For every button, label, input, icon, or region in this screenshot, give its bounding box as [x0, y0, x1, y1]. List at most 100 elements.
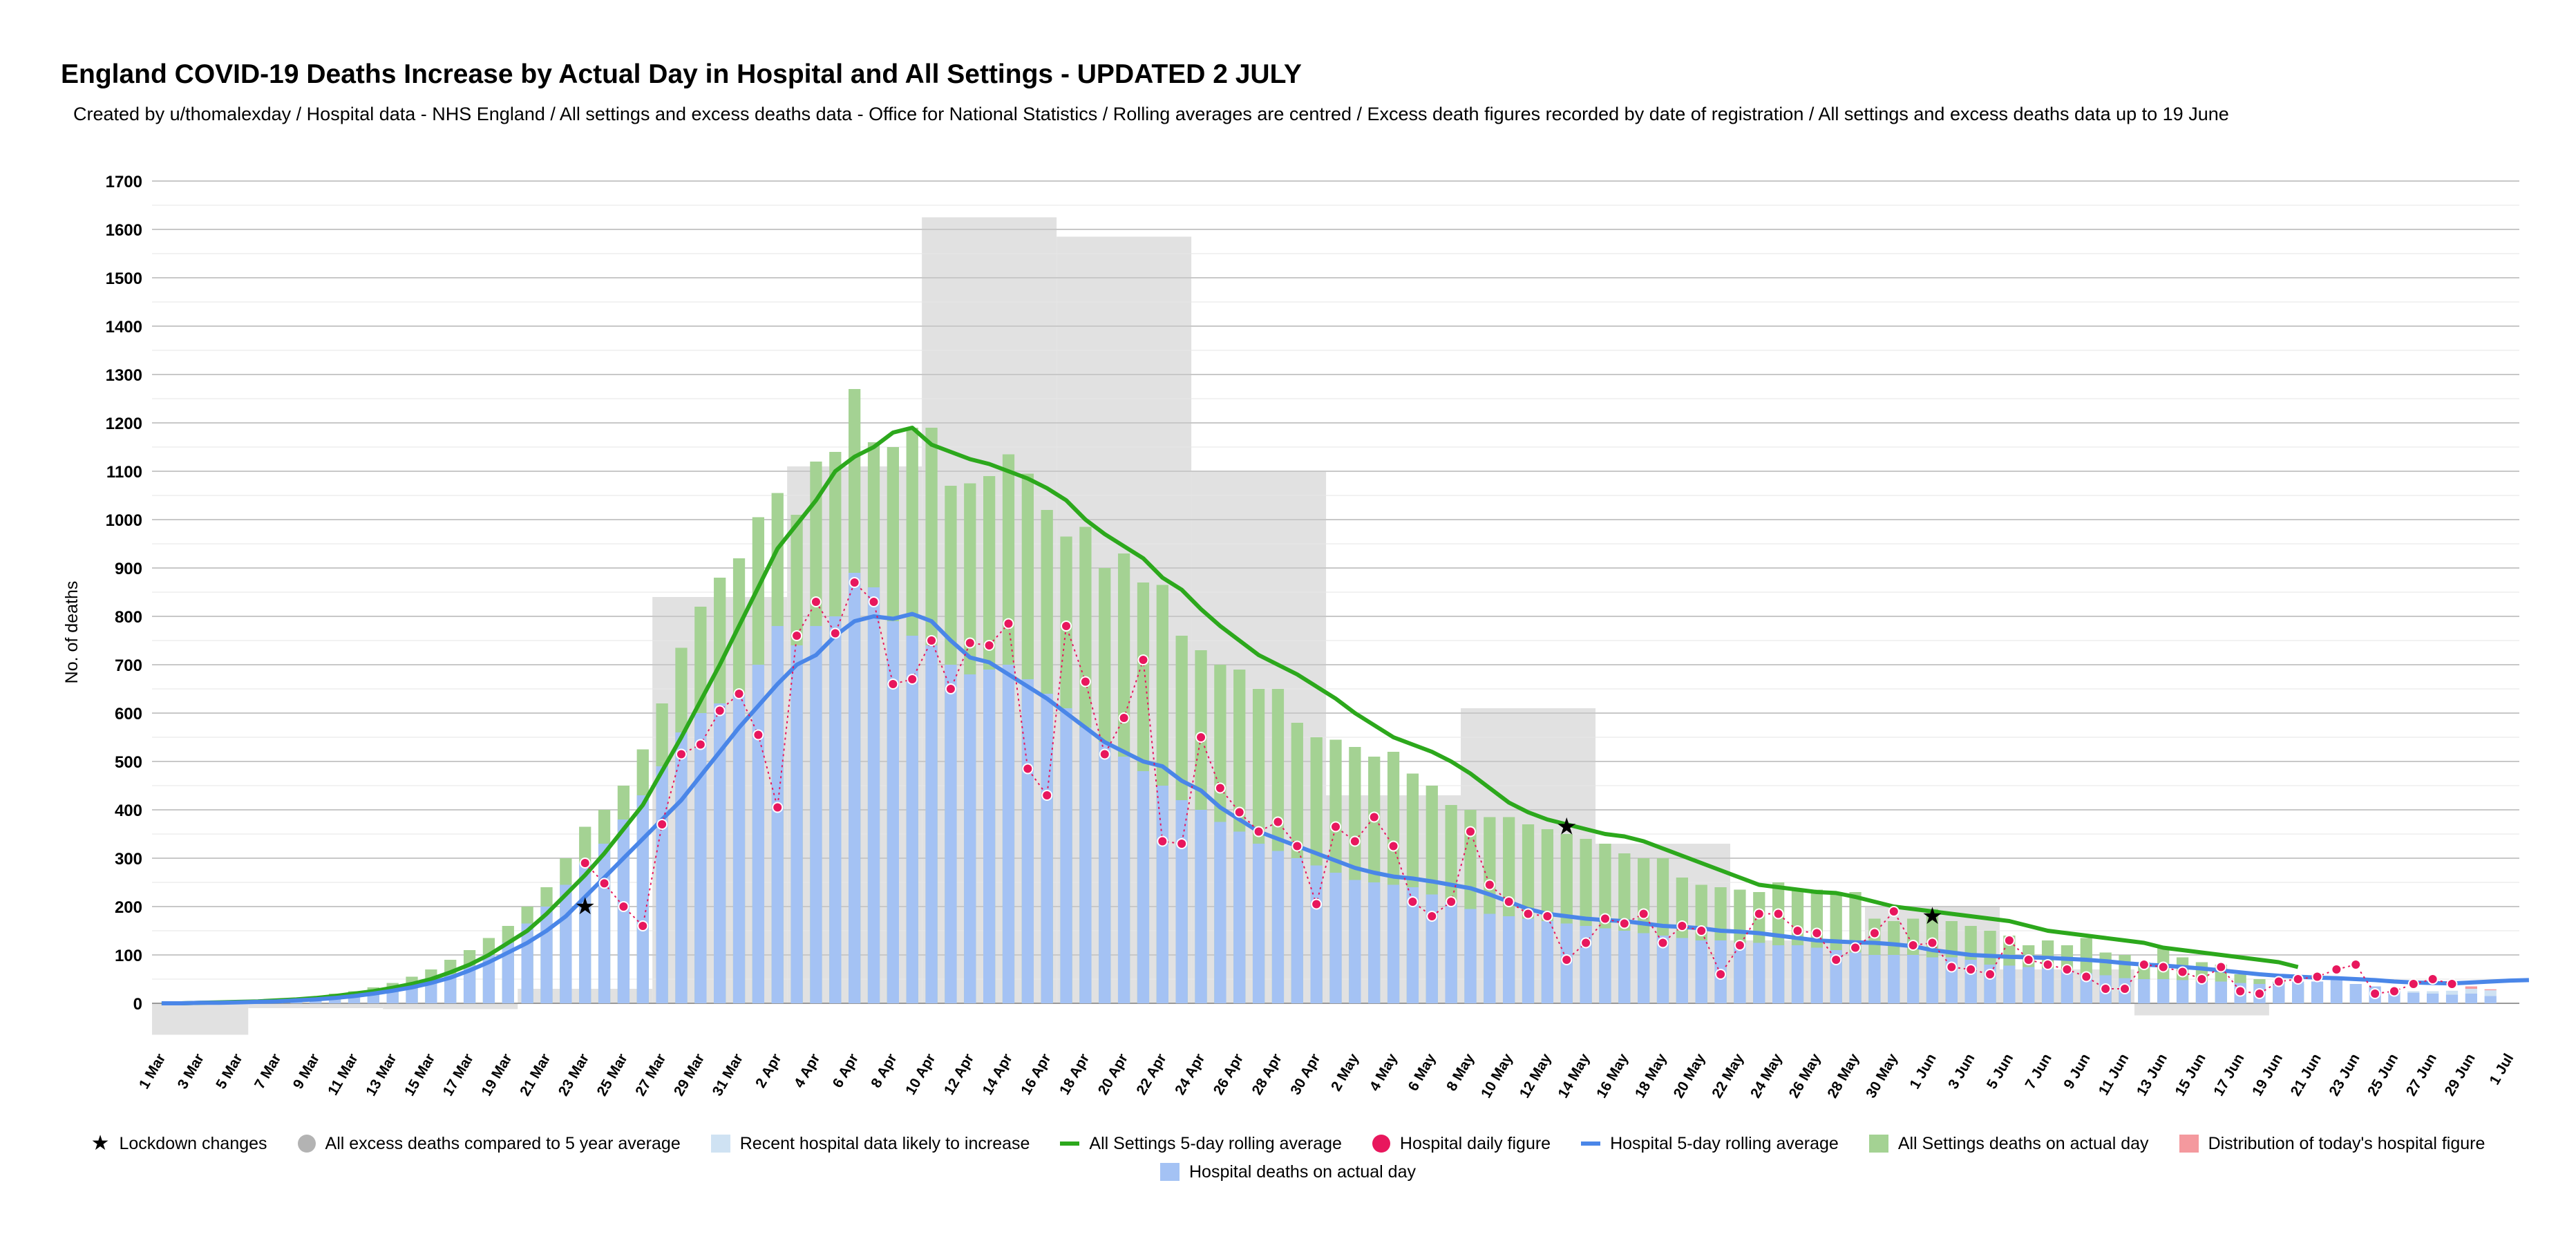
x-tick-label: 4 May [1367, 1051, 1401, 1094]
hospital-daily-point [2061, 964, 2073, 975]
recent-hospital-bar [2445, 990, 2459, 995]
hospital-bar [1464, 909, 1477, 1003]
y-tick-label: 1100 [106, 463, 142, 482]
legend-item: Hospital deaths on actual day [1160, 1162, 1416, 1182]
hospital-bar [1099, 742, 1111, 1003]
legend-item: All Settings 5-day rolling average [1060, 1134, 1342, 1154]
hospital-bar [425, 981, 437, 1003]
hospital-daily-point [1099, 748, 1110, 760]
hospital-daily-point [1599, 913, 1611, 925]
legend-item: ★ Lockdown changes [91, 1133, 267, 1154]
hospital-bar [348, 995, 361, 1003]
hospital-bar [867, 587, 880, 1003]
hospital-daily-point [1542, 911, 1553, 922]
x-tick-label: 13 Mar [363, 1051, 399, 1099]
hospital-bar [771, 626, 784, 1003]
x-tick-label: 18 May [1632, 1051, 1670, 1101]
y-tick-label: 1400 [106, 318, 142, 337]
hospital-bar [1638, 933, 1650, 1003]
hospital-daily-point [2235, 985, 2246, 997]
y-tick-label: 1300 [106, 366, 142, 385]
x-tick-label: 19 Mar [478, 1051, 515, 1099]
hospital-bar [1656, 936, 1669, 1003]
distribution-bar [2484, 989, 2497, 991]
hospital-daily-point [1253, 826, 1265, 837]
hospital-daily-point [1330, 821, 1341, 833]
hospital-bar [964, 674, 976, 1003]
hospital-bar [714, 703, 726, 1003]
dot-icon [1372, 1135, 1390, 1153]
x-tick-label: 29 Jun [2442, 1051, 2479, 1099]
hospital-daily-point [1041, 790, 1053, 801]
hospital-bar [2427, 994, 2439, 1003]
line-swatch-icon [1060, 1141, 1080, 1146]
hospital-bar [1868, 955, 1881, 1003]
y-tick-label: 800 [115, 608, 142, 627]
hospital-daily-point [1484, 879, 1495, 891]
hospital-daily-point [2119, 983, 2130, 994]
x-tick-label: 6 May [1405, 1051, 1439, 1094]
hospital-bar [1117, 757, 1130, 1003]
hospital-daily-point [1907, 940, 1919, 951]
x-tick-label: 18 Apr [1057, 1051, 1092, 1097]
legend-label: Hospital deaths on actual day [1189, 1162, 1416, 1182]
x-tick-label: 14 Apr [980, 1051, 1016, 1097]
x-tick-label: 28 Apr [1249, 1051, 1285, 1097]
x-tick-label: 23 Mar [556, 1051, 592, 1099]
hospital-daily-point [907, 674, 918, 685]
hospital-daily-point [849, 577, 860, 588]
x-tick-label: 11 Mar [325, 1051, 361, 1098]
x-tick-label: 20 May [1671, 1051, 1709, 1101]
hospital-bar [1041, 694, 1053, 1003]
legend-row-1: ★ Lockdown changes All excess deaths compa… [0, 1133, 2576, 1154]
hospital-bar [1888, 955, 1900, 1003]
hospital-daily-point [1061, 620, 1072, 632]
x-tick-label: 3 Mar [175, 1051, 207, 1092]
hospital-bar [1676, 938, 1689, 1003]
hospital-daily-point [1503, 896, 1515, 907]
hospital-daily-point [1311, 898, 1323, 910]
hospital-bar [2311, 981, 2324, 1003]
y-tick-label: 0 [133, 995, 142, 1014]
hospital-bar [2195, 981, 2208, 1003]
excess-deaths-bar [248, 1003, 383, 1008]
x-tick-label: 25 Jun [2365, 1051, 2401, 1099]
x-tick-label: 8 Apr [868, 1051, 900, 1090]
hospital-daily-point [810, 596, 822, 607]
hospital-bar [2157, 979, 2170, 1003]
legend-item: Hospital daily figure [1372, 1134, 1551, 1154]
x-tick-label: 22 Apr [1133, 1051, 1169, 1097]
x-tick-label: 12 May [1517, 1051, 1555, 1101]
hospital-daily-point [2177, 966, 2188, 978]
hospital-bar [810, 626, 822, 1003]
hospital-daily-point [1734, 940, 1745, 951]
hospital-bar [1195, 810, 1207, 1003]
y-tick-label: 1200 [106, 415, 142, 433]
hospital-daily-point [887, 679, 899, 690]
hospital-bar [925, 645, 938, 1003]
hospital-bar [1310, 865, 1323, 1003]
hospital-daily-point [2407, 978, 2419, 989]
x-tick-label: 11 Jun [2096, 1051, 2132, 1098]
x-tick-label: 28 May [1824, 1051, 1862, 1101]
legend-item: All Settings deaths on actual day [1868, 1133, 2149, 1154]
hospital-bar [2465, 994, 2478, 1003]
hospital-bar [945, 665, 957, 1003]
hospital-daily-point [598, 878, 610, 889]
hospital-daily-point [2446, 978, 2458, 989]
hospital-bar [1695, 940, 1707, 1003]
hospital-daily-point [1368, 811, 1380, 823]
hospital-bar [463, 965, 476, 1003]
legend-label: Hospital 5-day rolling average [1610, 1133, 1839, 1153]
star-icon: ★ [91, 1132, 110, 1155]
hospital-daily-point [1349, 835, 1361, 847]
hospital-bar [1484, 913, 1496, 1003]
hospital-daily-point [2292, 974, 2304, 985]
y-axis-title: No. of deaths [62, 581, 82, 684]
hospital-daily-point [2081, 971, 2092, 983]
legend-label: All Settings deaths on actual day [1897, 1133, 2149, 1153]
x-tick-label: 21 Mar [517, 1051, 553, 1099]
hospital-bar [1060, 708, 1072, 1003]
legend-label: All excess deaths compared to 5 year ave… [325, 1133, 681, 1153]
